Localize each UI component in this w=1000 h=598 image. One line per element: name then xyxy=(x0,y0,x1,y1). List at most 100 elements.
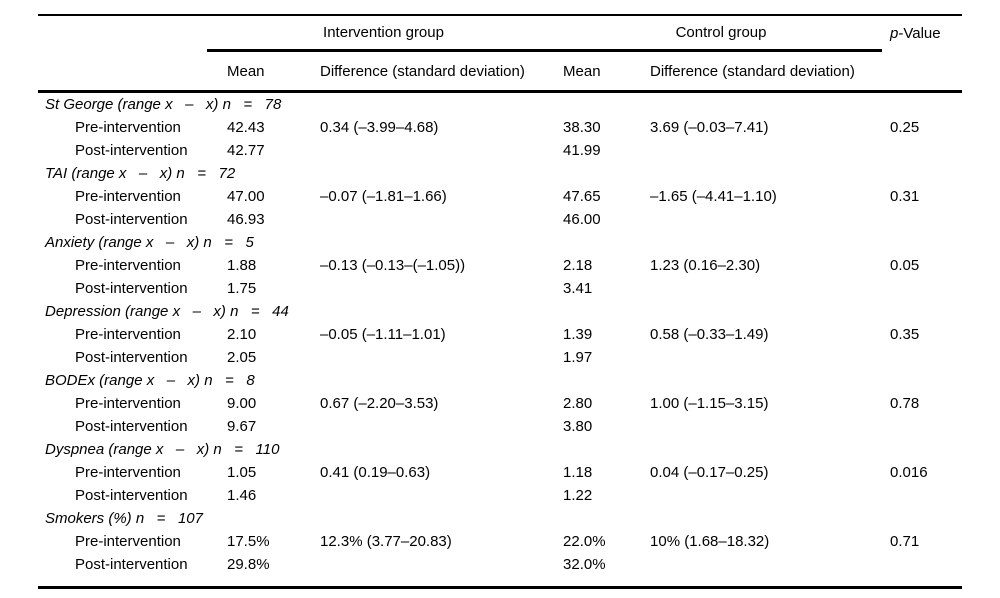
table-row: Post-intervention 29.8% 32.0% xyxy=(38,553,962,588)
cell-intervention-mean: 9.00 xyxy=(227,395,257,412)
cell-control-diff xyxy=(648,415,882,438)
group-title: BODEx (range x – x) n = 8 xyxy=(45,372,255,389)
table-row: Post-intervention 2.05 1.97 xyxy=(38,346,962,369)
row-label: Post-intervention xyxy=(75,556,188,573)
intervention-group-header: Intervention group xyxy=(207,15,561,52)
results-table: Intervention group Control group p-Value… xyxy=(38,14,963,589)
cell-control-diff: 3.69 (–0.03–7.41) xyxy=(650,119,769,136)
cell-intervention-mean: 9.67 xyxy=(227,418,257,435)
row-label: Post-intervention xyxy=(75,487,188,504)
cell-intervention-diff: 0.67 (–2.20–3.53) xyxy=(320,395,439,412)
table-row: Post-intervention 1.75 3.41 xyxy=(38,277,962,300)
cell-p-value: 0.71 xyxy=(890,533,920,550)
cell-p-value: 0.31 xyxy=(890,188,920,205)
table-row: Pre-intervention 42.43 0.34 (–3.99–4.68)… xyxy=(38,116,962,139)
group-title: Dyspnea (range x – x) n = 110 xyxy=(45,441,280,458)
cell-intervention-mean: 2.10 xyxy=(227,326,257,343)
group-title-row: Anxiety (range x – x) n = 5 xyxy=(38,231,962,254)
cell-intervention-diff: –0.13 (–0.13–(–1.05)) xyxy=(320,257,466,274)
group-title: Smokers (%) n = 107 xyxy=(45,510,203,527)
cell-intervention-diff xyxy=(318,553,560,588)
cell-p-value: 0.25 xyxy=(890,119,920,136)
cell-control-mean: 38.30 xyxy=(563,119,601,136)
table-row: Post-intervention 42.77 41.99 xyxy=(38,139,962,162)
cell-intervention-mean: 1.88 xyxy=(227,257,257,274)
cell-control-mean: 22.0% xyxy=(563,533,606,550)
cell-control-mean: 41.99 xyxy=(563,142,601,159)
cell-intervention-mean: 42.77 xyxy=(227,142,265,159)
cell-intervention-diff: 12.3% (3.77–20.83) xyxy=(320,533,452,550)
subheader-row: Mean Difference (standard deviation) Mea… xyxy=(38,50,963,93)
cell-intervention-diff xyxy=(318,415,560,438)
p-value-header: p-Value xyxy=(882,15,962,51)
cell-control-diff xyxy=(648,139,882,162)
cell-control-diff xyxy=(648,208,882,231)
cell-control-mean: 47.65 xyxy=(563,188,601,205)
row-label: Pre-intervention xyxy=(75,119,181,136)
table-row: Pre-intervention 1.05 0.41 (0.19–0.63) 1… xyxy=(38,461,962,484)
cell-intervention-diff xyxy=(318,139,560,162)
row-label: Post-intervention xyxy=(75,211,188,228)
row-label: Post-intervention xyxy=(75,142,188,159)
cell-control-mean: 46.00 xyxy=(563,211,601,228)
cell-control-mean: 3.80 xyxy=(563,418,593,435)
empty-subheader-cell xyxy=(38,50,207,93)
cell-intervention-mean: 47.00 xyxy=(227,188,265,205)
cell-intervention-diff: 0.34 (–3.99–4.68) xyxy=(320,119,439,136)
cell-control-diff xyxy=(648,277,882,300)
cell-control-diff xyxy=(648,553,882,588)
cell-intervention-diff xyxy=(318,277,560,300)
group-title-row: St George (range x – x) n = 78 xyxy=(38,92,962,117)
control-difference-header: Difference (standard deviation) xyxy=(648,50,883,93)
group-title-row: Depression (range x – x) n = 44 xyxy=(38,300,962,323)
group-title-row: BODEx (range x – x) n = 8 xyxy=(38,369,962,392)
cell-p-value: 0.05 xyxy=(890,257,920,274)
cell-control-mean: 2.18 xyxy=(563,257,593,274)
cell-intervention-diff: –0.05 (–1.11–1.01) xyxy=(320,326,446,343)
empty-corner-cell xyxy=(38,15,207,51)
cell-control-diff xyxy=(648,346,882,369)
row-label: Post-intervention xyxy=(75,349,188,366)
cell-p-value xyxy=(882,346,962,369)
cell-p-value: 0.35 xyxy=(890,326,920,343)
row-label: Pre-intervention xyxy=(75,257,181,274)
cell-intervention-diff: –0.07 (–1.81–1.66) xyxy=(320,188,447,205)
table-row: Pre-intervention 1.88 –0.13 (–0.13–(–1.0… xyxy=(38,254,962,277)
row-label: Pre-intervention xyxy=(75,326,181,343)
table-row: Pre-intervention 17.5% 12.3% (3.77–20.83… xyxy=(38,530,962,553)
cell-intervention-diff xyxy=(318,346,560,369)
cell-intervention-mean: 1.75 xyxy=(227,280,257,297)
group-title-row: TAI (range x – x) n = 72 xyxy=(38,162,962,185)
cell-intervention-mean: 29.8% xyxy=(227,556,270,573)
cell-p-value xyxy=(882,277,962,300)
group-title-row: Dyspnea (range x – x) n = 110 xyxy=(38,438,962,461)
row-label: Pre-intervention xyxy=(75,188,181,205)
results-table-container: Intervention group Control group p-Value… xyxy=(38,14,963,589)
table-row: Pre-intervention 47.00 –0.07 (–1.81–1.66… xyxy=(38,185,962,208)
cell-p-value: 0.016 xyxy=(890,464,928,481)
table-row: Pre-intervention 9.00 0.67 (–2.20–3.53) … xyxy=(38,392,962,415)
cell-p-value xyxy=(882,553,962,588)
cell-p-value xyxy=(882,208,962,231)
cell-control-mean: 1.18 xyxy=(563,464,593,481)
intervention-difference-header: Difference (standard deviation) xyxy=(318,50,561,93)
group-title: Anxiety (range x – x) n = 5 xyxy=(45,234,254,251)
cell-intervention-mean: 2.05 xyxy=(227,349,257,366)
cell-intervention-mean: 46.93 xyxy=(227,211,265,228)
cell-intervention-mean: 1.46 xyxy=(227,487,257,504)
cell-control-diff: 0.58 (–0.33–1.49) xyxy=(650,326,769,343)
cell-control-diff: 0.04 (–0.17–0.25) xyxy=(650,464,769,481)
cell-control-diff: –1.65 (–4.41–1.10) xyxy=(650,188,777,205)
row-label: Pre-intervention xyxy=(75,464,181,481)
intervention-mean-header: Mean xyxy=(207,50,318,93)
control-group-header: Control group xyxy=(560,15,883,52)
table-row: Pre-intervention 2.10 –0.05 (–1.11–1.01)… xyxy=(38,323,962,346)
row-label: Pre-intervention xyxy=(75,395,181,412)
cell-intervention-mean: 17.5% xyxy=(227,533,270,550)
row-label: Pre-intervention xyxy=(75,533,181,550)
row-label: Post-intervention xyxy=(75,280,188,297)
group-title: St George (range x – x) n = 78 xyxy=(45,96,282,113)
table-row: Post-intervention 1.46 1.22 xyxy=(38,484,962,507)
table-row: Post-intervention 46.93 46.00 xyxy=(38,208,962,231)
cell-p-value xyxy=(882,415,962,438)
